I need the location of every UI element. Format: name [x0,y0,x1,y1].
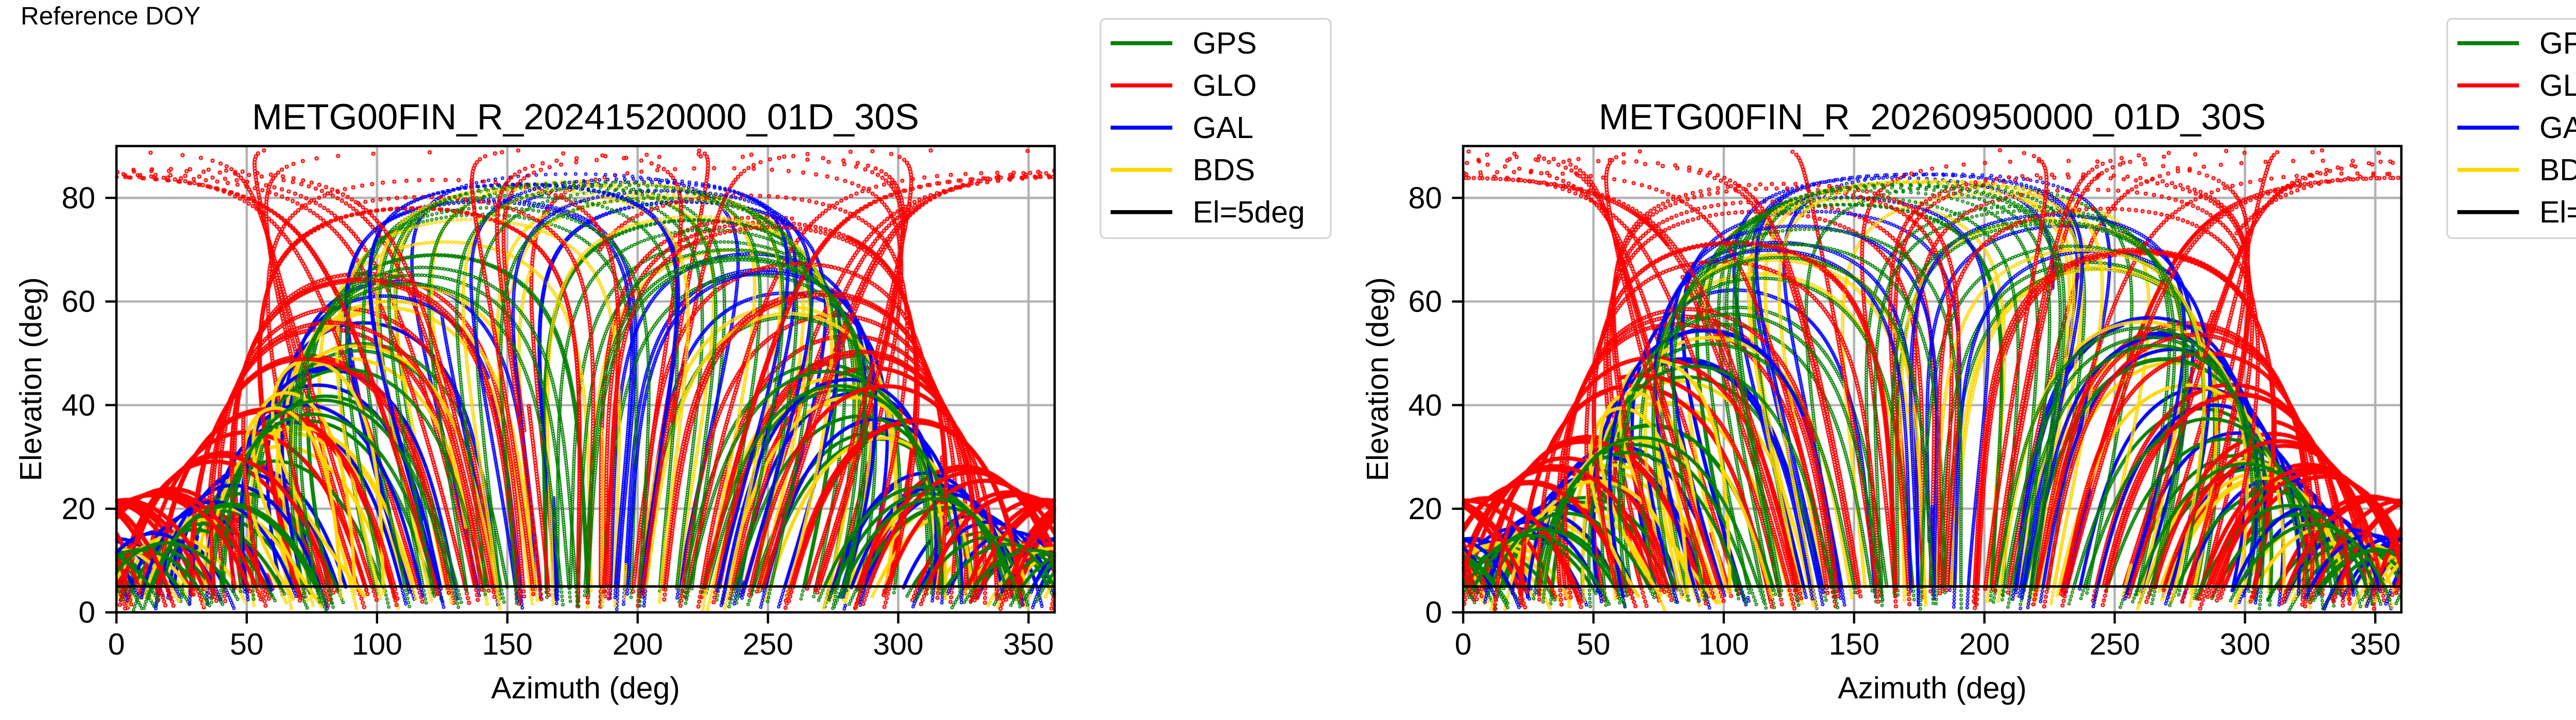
svg-text:METG00FIN_R_20260950000_01D_30: METG00FIN_R_20260950000_01D_30S [1599,97,2266,138]
svg-text:40: 40 [61,389,95,422]
svg-text:250: 250 [742,628,793,661]
svg-text:0: 0 [1455,628,1472,661]
svg-text:350: 350 [1003,628,1054,661]
svg-text:BDS: BDS [2539,153,2576,187]
svg-text:GPS: GPS [2539,27,2576,60]
svg-text:BDS: BDS [1193,153,1255,187]
svg-text:150: 150 [482,628,533,661]
svg-text:20: 20 [61,492,95,526]
svg-text:80: 80 [61,181,95,215]
svg-text:0: 0 [1425,596,1442,629]
svg-text:300: 300 [873,628,923,661]
svg-text:0: 0 [78,596,95,629]
svg-text:50: 50 [230,628,264,661]
svg-text:Azimuth (deg): Azimuth (deg) [1838,672,2027,705]
svg-text:150: 150 [1829,628,1879,661]
svg-text:200: 200 [1959,628,2010,661]
svg-text:200: 200 [613,628,663,661]
svg-text:50: 50 [1577,628,1611,661]
svg-text:METG00FIN_R_20241520000_01D_30: METG00FIN_R_20241520000_01D_30S [252,97,919,138]
svg-text:Azimuth (deg): Azimuth (deg) [491,672,680,705]
svg-text:40: 40 [1408,389,1442,422]
svg-text:GLO: GLO [2539,69,2576,102]
svg-text:GAL: GAL [1193,111,1253,145]
svg-text:El=5deg: El=5deg [2539,196,2576,229]
svg-text:300: 300 [2219,628,2270,661]
svg-text:60: 60 [61,285,95,319]
svg-text:Elevation (deg): Elevation (deg) [1361,277,1395,481]
svg-text:60: 60 [1408,285,1442,319]
svg-text:El=5deg: El=5deg [1193,196,1305,229]
svg-text:Reference DOY: Reference DOY [21,2,200,30]
svg-text:80: 80 [1408,181,1442,215]
svg-text:100: 100 [352,628,402,661]
svg-text:100: 100 [1699,628,1749,661]
svg-text:GPS: GPS [1193,27,1257,60]
svg-text:0: 0 [108,628,125,661]
svg-text:350: 350 [2350,628,2400,661]
svg-text:GAL: GAL [2539,111,2576,145]
svg-text:GLO: GLO [1193,69,1257,102]
svg-text:20: 20 [1408,492,1442,526]
svg-text:250: 250 [2089,628,2140,661]
svg-text:Elevation (deg): Elevation (deg) [14,277,48,481]
